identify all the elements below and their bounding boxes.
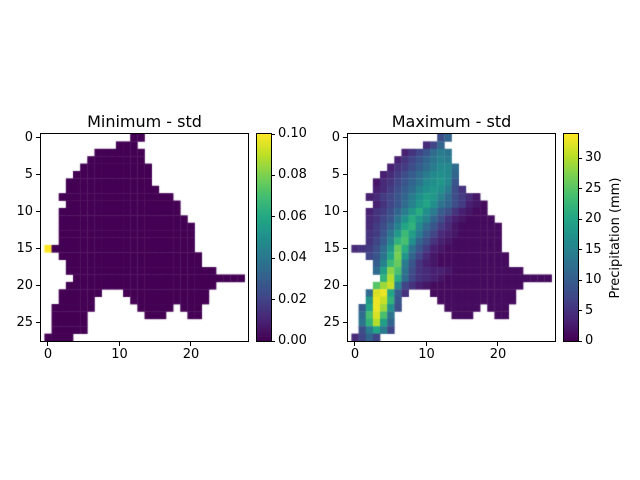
- y-tick-mark: [36, 211, 40, 213]
- min-std-colorbar: [256, 133, 272, 342]
- y-tick-mark: [36, 174, 40, 176]
- colorbar-tick-label: 0.02: [278, 291, 307, 307]
- precipitation-colorbar-label: Precipitation (mm): [608, 177, 623, 299]
- y-tick-label: 20: [323, 277, 340, 293]
- y-tick-mark: [343, 211, 347, 213]
- x-tick-label: 20: [182, 347, 200, 362]
- y-tick-label: 15: [16, 240, 33, 256]
- colorbar-tick-mark: [578, 340, 582, 342]
- x-tick-mark: [118, 342, 120, 346]
- precipitation-colorbar-canvas: [564, 134, 578, 341]
- y-tick-label: 15: [323, 240, 340, 256]
- colorbar-tick-mark: [271, 216, 275, 218]
- y-tick-mark: [343, 322, 347, 324]
- colorbar-tick-label: 0.04: [278, 250, 307, 266]
- colorbar-tick-label: 5: [585, 302, 594, 318]
- colorbar-tick-mark: [578, 310, 582, 312]
- colorbar-tick-mark: [271, 299, 275, 301]
- min-std-heatmap-canvas: [41, 134, 248, 341]
- colorbar-tick-mark: [578, 188, 582, 190]
- colorbar-tick-label: 0.00: [278, 333, 307, 348]
- colorbar-tick-label: 25: [585, 180, 602, 196]
- y-tick-mark: [36, 248, 40, 250]
- left-plot-title: Minimum - std: [87, 112, 202, 131]
- colorbar-tick-label: 15: [585, 241, 602, 257]
- y-tick-label: 10: [16, 203, 33, 219]
- colorbar-tick-mark: [271, 257, 275, 259]
- min-std-heatmap-axes: [40, 133, 249, 342]
- x-tick-mark: [190, 342, 192, 346]
- min-std-colorbar-canvas: [257, 134, 271, 341]
- colorbar-tick-mark: [578, 279, 582, 281]
- precipitation-colorbar: [563, 133, 579, 342]
- colorbar-tick-label: 0.08: [278, 167, 307, 183]
- colorbar-tick-label: 30: [585, 150, 602, 166]
- y-tick-label: 5: [331, 166, 340, 182]
- x-tick-label: 0: [43, 347, 53, 362]
- x-tick-label: 10: [418, 347, 435, 362]
- y-tick-mark: [343, 248, 347, 250]
- y-tick-label: 25: [323, 314, 340, 330]
- colorbar-tick-label: 0.06: [278, 208, 307, 224]
- x-tick-mark: [497, 342, 499, 346]
- right-plot-title: Maximum - std: [391, 112, 512, 131]
- y-tick-label: 0: [24, 129, 33, 145]
- colorbar-tick-label: 10: [585, 272, 602, 288]
- y-tick-label: 25: [16, 314, 33, 330]
- y-tick-mark: [343, 285, 347, 287]
- colorbar-tick-label: 0: [585, 333, 594, 348]
- x-tick-label: 10: [111, 347, 128, 362]
- colorbar-tick-mark: [271, 133, 275, 135]
- x-tick-mark: [425, 342, 427, 346]
- colorbar-tick-mark: [578, 218, 582, 220]
- y-tick-label: 0: [331, 129, 340, 145]
- y-tick-mark: [343, 137, 347, 139]
- y-tick-label: 20: [16, 277, 33, 293]
- colorbar-tick-label: 20: [585, 211, 602, 227]
- colorbar-tick-mark: [271, 340, 275, 342]
- max-std-heatmap-canvas: [348, 134, 555, 341]
- x-tick-mark: [47, 342, 49, 346]
- y-tick-label: 10: [323, 203, 340, 219]
- max-std-heatmap-axes: [347, 133, 556, 342]
- y-tick-mark: [343, 174, 347, 176]
- x-tick-label: 20: [489, 347, 507, 362]
- colorbar-tick-mark: [578, 249, 582, 251]
- colorbar-tick-label: 0.10: [278, 126, 307, 141]
- y-tick-mark: [36, 285, 40, 287]
- colorbar-tick-mark: [578, 157, 582, 159]
- y-tick-label: 5: [24, 166, 33, 182]
- y-tick-mark: [36, 322, 40, 324]
- y-tick-mark: [36, 137, 40, 139]
- x-tick-label: 0: [350, 347, 360, 362]
- colorbar-tick-mark: [271, 174, 275, 176]
- x-tick-mark: [354, 342, 356, 346]
